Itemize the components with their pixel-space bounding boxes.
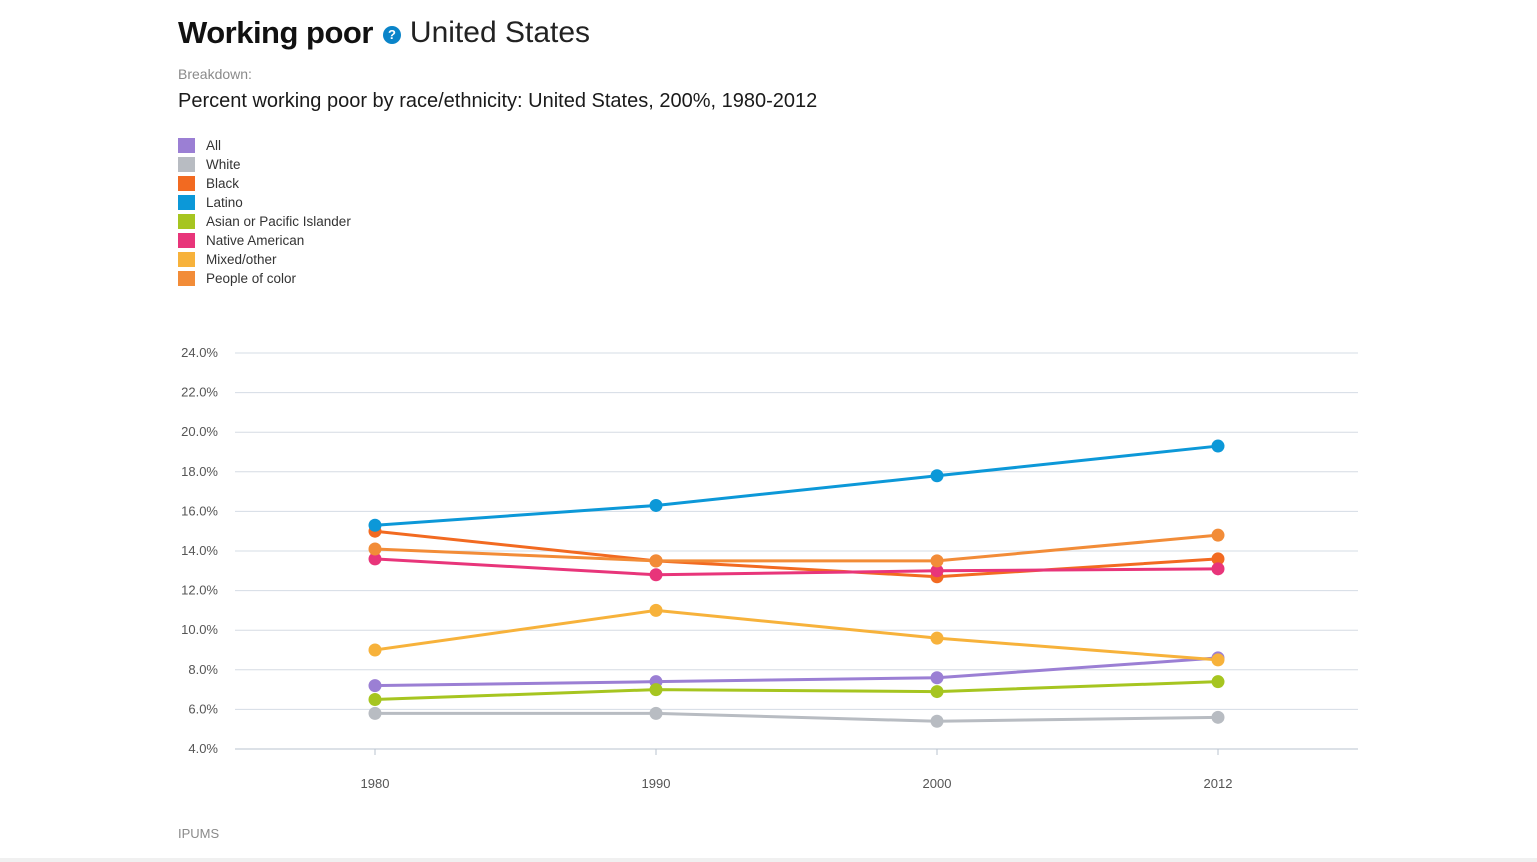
data-point[interactable] — [649, 498, 663, 512]
legend-swatch — [178, 195, 195, 210]
place-name: United States — [409, 16, 591, 49]
chart-legend: All White Black Latino Asian or Pacific … — [178, 136, 351, 288]
chart-subtitle: Percent working poor by race/ethnicity: … — [178, 90, 818, 112]
data-point[interactable] — [368, 693, 382, 706]
legend-swatch — [178, 233, 195, 248]
legend-swatch — [178, 176, 195, 191]
legend-label: Asian or Pacific Islander — [206, 214, 351, 229]
data-point[interactable] — [649, 568, 663, 582]
y-tick-label: 4.0% — [188, 741, 218, 756]
x-tick-label: 2000 — [923, 776, 952, 791]
y-tick-label: 24.0% — [181, 345, 218, 360]
data-point[interactable] — [1211, 653, 1225, 667]
data-point[interactable] — [1211, 710, 1225, 724]
legend-label: White — [206, 157, 241, 172]
x-tick-label: 1990 — [642, 776, 671, 791]
data-point[interactable] — [930, 564, 944, 578]
y-tick-label: 16.0% — [181, 503, 218, 518]
legend-item-latino[interactable]: Latino — [178, 193, 351, 212]
help-icon[interactable]: ? — [382, 26, 401, 44]
series-line — [373, 680, 1220, 701]
legend-label: Native American — [206, 233, 305, 248]
legend-item-people-of-color[interactable]: People of color — [178, 269, 351, 288]
data-point[interactable] — [930, 671, 944, 685]
data-point[interactable] — [1211, 439, 1225, 453]
x-tick-label: 1980 — [361, 776, 390, 791]
legend-swatch — [178, 271, 195, 286]
indicator-title: Working poor — [178, 15, 373, 50]
legend-swatch — [178, 138, 195, 153]
data-point[interactable] — [1211, 552, 1225, 566]
data-point[interactable] — [930, 714, 944, 728]
series-line — [373, 529, 1220, 579]
series-line — [373, 557, 1220, 577]
series-line — [373, 711, 1220, 723]
y-tick-label: 14.0% — [181, 543, 218, 558]
data-point[interactable] — [930, 685, 944, 699]
data-source: IPUMS — [178, 826, 220, 841]
data-point[interactable] — [368, 679, 382, 693]
legend-swatch — [178, 252, 195, 267]
data-point[interactable] — [649, 706, 663, 720]
legend-item-native-american[interactable]: Native American — [178, 231, 351, 250]
legend-item-asian-pacific-islander[interactable]: Asian or Pacific Islander — [178, 212, 351, 231]
breakdown-label: Breakdown: — [178, 66, 252, 82]
data-point[interactable] — [930, 631, 944, 645]
data-point[interactable] — [368, 706, 382, 720]
y-tick-label: 20.0% — [181, 424, 218, 439]
legend-label: People of color — [206, 271, 297, 286]
legend-item-black[interactable]: Black — [178, 174, 351, 193]
title-row: Working poor ? United States — [178, 12, 590, 54]
y-tick-label: 8.0% — [188, 662, 218, 677]
y-tick-label: 10.0% — [181, 622, 218, 637]
legend-item-mixed-other[interactable]: Mixed/other — [178, 250, 351, 269]
data-point[interactable] — [368, 518, 382, 532]
page-header: Working poor ? United States — [178, 12, 590, 54]
legend-label: Black — [206, 176, 240, 191]
data-point[interactable] — [368, 643, 382, 657]
series-line — [373, 533, 1220, 563]
data-point[interactable] — [649, 603, 663, 617]
data-point[interactable] — [930, 554, 944, 568]
legend-swatch — [178, 157, 195, 172]
data-point[interactable] — [649, 554, 663, 568]
data-point[interactable] — [368, 542, 382, 556]
y-tick-label: 12.0% — [181, 583, 218, 598]
data-point[interactable] — [649, 683, 663, 697]
legend-label: Mixed/other — [206, 252, 277, 267]
y-tick-label: 18.0% — [181, 464, 218, 479]
data-point[interactable] — [930, 469, 944, 483]
data-point[interactable] — [1211, 528, 1225, 542]
data-point[interactable] — [1211, 675, 1225, 689]
series-line — [373, 444, 1220, 527]
legend-label: Latino — [206, 195, 243, 210]
data-point[interactable] — [1211, 562, 1225, 576]
legend-item-white[interactable]: White — [178, 155, 351, 174]
data-point[interactable] — [368, 552, 382, 566]
legend-swatch — [178, 214, 195, 229]
y-tick-label: 22.0% — [181, 385, 218, 400]
x-tick-label: 2012 — [1204, 776, 1233, 791]
series-line — [373, 656, 1220, 688]
bottom-divider — [0, 858, 1537, 862]
y-tick-label: 6.0% — [188, 701, 218, 716]
legend-label: All — [206, 138, 222, 153]
series-line — [373, 608, 1220, 662]
legend-item-all[interactable]: All — [178, 136, 351, 155]
